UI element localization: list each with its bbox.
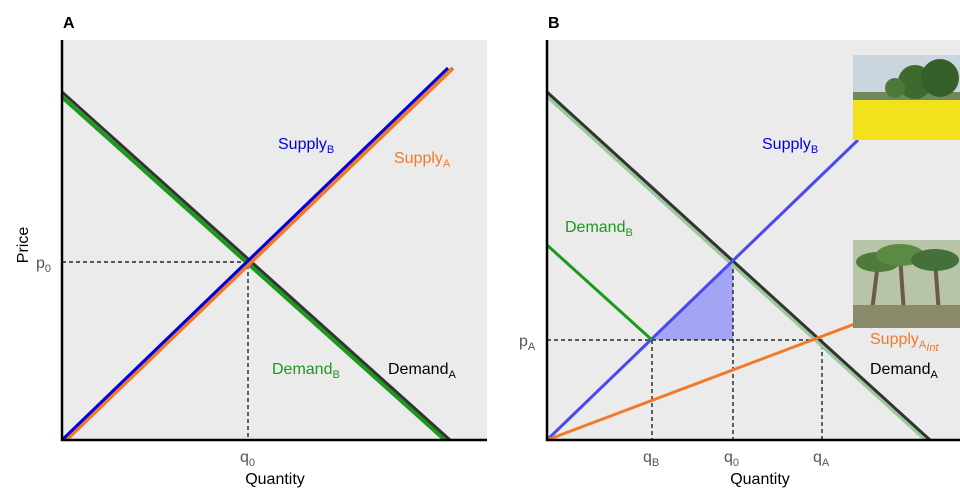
y-axis-label: Price [15,227,32,264]
rapeseed-photo [853,55,960,140]
x-axis-label: Quantity [245,471,305,488]
label-part: A [822,457,830,469]
label-part: 0 [45,263,51,275]
label-part: Supply [870,331,919,348]
panel-label: A [63,15,75,32]
label-part: Demand [870,361,930,378]
panel-b: B Quantity SupplyB DemandB SupplyAInt De… [519,15,960,488]
photo-shape [853,305,960,328]
label-part: B [652,457,659,469]
photo-shape [911,249,959,271]
x-axis-label: Quantity [730,471,790,488]
label-part: Demand [565,219,625,236]
tick-label: qA [813,449,830,469]
label-part: A [443,158,451,170]
label-part: q [724,449,733,466]
label-part: p [519,333,528,350]
photo-shape [921,59,959,97]
label-part: Supply [278,136,327,153]
label-part: A [448,369,456,381]
label-part: B [625,227,632,239]
label-part: B [327,144,334,156]
label-part: 0 [249,457,255,469]
label-part: 0 [733,457,739,469]
label-part: B [332,369,339,381]
label-part: B [811,144,818,156]
photo-shape [853,100,960,140]
label-part: Demand [388,361,448,378]
tick-label: q0 [240,449,255,469]
tick-label: pA [519,333,536,353]
label-part: Int [926,342,939,354]
diagram: A Price Quantity SupplyB SupplyA DemandB… [0,0,960,491]
label-part: p [36,255,45,272]
tick-label: p0 [36,255,51,275]
panel-a: A Price Quantity SupplyB SupplyA DemandB… [15,15,487,488]
label-part: A [528,341,536,353]
label-part: A [930,369,938,381]
label-part: Supply [762,136,811,153]
panel-label: B [548,15,560,32]
label-part: Supply [394,150,443,167]
label-part: q [813,449,822,466]
tick-label: qB [643,449,659,469]
page: A Price Quantity SupplyB SupplyA DemandB… [0,0,960,491]
label-part: q [643,449,652,466]
photo-shape [885,78,905,98]
tick-label: q0 [724,449,739,469]
palm-photo [853,240,960,328]
label-part: q [240,449,249,466]
label-part: Demand [272,361,332,378]
